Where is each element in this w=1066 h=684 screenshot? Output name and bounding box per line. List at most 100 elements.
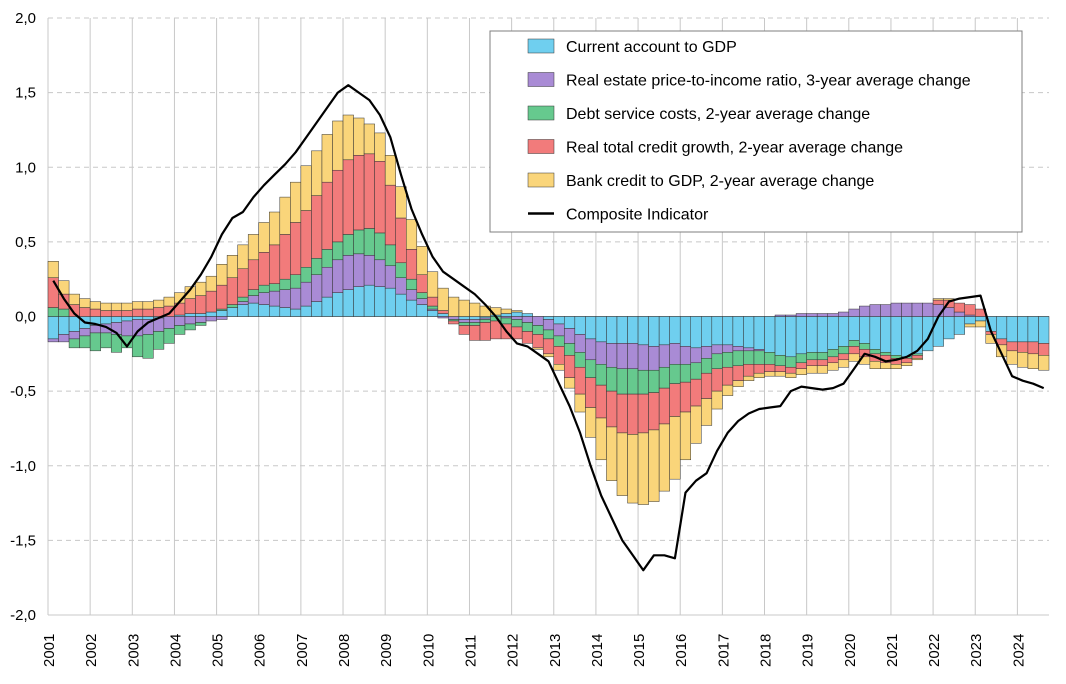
x-tick-label: 2019 (800, 634, 817, 667)
bar-segment-series-4 (142, 308, 154, 317)
bar-segment-series-3 (247, 289, 259, 296)
bar-segment-series-2 (311, 274, 323, 302)
bar-segment-series-4 (311, 195, 323, 259)
bar-segment-series-2 (585, 338, 597, 361)
bar-segment-series-5 (458, 299, 470, 317)
bar-segment-series-5 (595, 417, 607, 461)
bar-segment-series-4 (469, 325, 481, 341)
bar-segment-series-3 (416, 292, 428, 299)
bar-segment-series-2 (943, 307, 955, 317)
bar-segment-series-4 (532, 334, 544, 349)
bar-segment-series-1 (1038, 316, 1050, 344)
bar-segment-series-4 (258, 252, 270, 286)
legend: Current account to GDP Real estate price-… (489, 30, 1023, 233)
bar-segment-series-3 (711, 353, 723, 369)
bar-segment-series-2 (406, 289, 418, 301)
bar-segment-series-2 (669, 343, 681, 365)
bar-segment-series-1 (890, 316, 902, 356)
bar-segment-series-2 (816, 313, 828, 317)
bar-segment-series-3 (859, 343, 871, 350)
bar-segment-series-4 (964, 304, 976, 316)
bar-segment-series-4 (110, 310, 123, 317)
bar-segment-series-2 (437, 316, 449, 319)
bar-segment-series-1 (627, 316, 639, 344)
bar-segment-series-2 (416, 298, 428, 305)
bar-segment-series-1 (121, 316, 133, 322)
bar-segment-series-2 (58, 334, 70, 343)
bar-segment-series-1 (100, 316, 112, 325)
x-axis-tick-labels: 2001 2002 2003 2004 2005 2006 2007 2008 2009 2010… (41, 634, 1027, 667)
bar-segment-series-1 (184, 313, 196, 317)
bar-segment-series-5 (47, 261, 59, 278)
bar-segment-series-1 (47, 316, 59, 340)
bar-segment-series-2 (690, 347, 702, 364)
bar-segment-series-1 (68, 316, 80, 332)
bar-segment-series-3 (427, 305, 439, 310)
bar-segment-series-2 (342, 255, 354, 290)
bar-segment-series-4 (437, 310, 449, 314)
bar-segment-series-2 (637, 344, 649, 371)
bar-segment-series-5 (1006, 350, 1018, 365)
bar-segment-series-5 (153, 299, 165, 308)
bar-segment-series-3 (627, 368, 639, 395)
bar-segment-series-4 (564, 355, 576, 378)
bar-segment-series-4 (722, 366, 734, 386)
bar-segment-series-3 (353, 229, 365, 255)
bar-segment-series-1 (142, 316, 154, 320)
x-tick-label: 2010 (420, 634, 437, 667)
bar-segment-series-1 (353, 286, 365, 317)
bar-segment-series-5 (321, 134, 333, 183)
bar-segment-series-1 (785, 316, 797, 358)
bar-segment-series-5 (100, 302, 112, 311)
bar-segment-series-2 (374, 259, 386, 287)
bar-segment-series-3 (542, 329, 555, 340)
bar-segment-series-3 (458, 322, 470, 326)
bar-segment-series-3 (511, 319, 523, 328)
bar-segment-series-1 (585, 316, 597, 340)
bar-segment-series-2 (542, 319, 555, 331)
bar-segment-series-3 (500, 317, 512, 325)
bar-segment-series-4 (690, 378, 702, 407)
bar-segment-series-2 (774, 314, 786, 317)
bar-segment-series-3 (237, 296, 249, 302)
bar-segment-series-1 (690, 316, 702, 349)
bar-segment-series-4 (269, 244, 281, 284)
x-tick-label: 2014 (589, 634, 606, 667)
x-tick-label: 2002 (83, 634, 100, 667)
bar-segment-series-2 (838, 311, 850, 317)
bar-segment-series-1 (658, 316, 670, 346)
bar-segment-series-3 (690, 362, 702, 380)
bar-segment-series-4 (395, 217, 407, 264)
bar-segment-series-2 (269, 290, 281, 307)
bar-segment-series-1 (606, 316, 618, 344)
bar-segment-series-2 (890, 302, 902, 317)
bar-segment-series-3 (384, 244, 396, 267)
x-tick-label: 2020 (842, 634, 859, 667)
bar-segment-series-4 (648, 392, 660, 431)
bar-segment-series-4 (1038, 343, 1050, 356)
bar-segment-series-1 (964, 316, 976, 325)
bar-segment-series-5 (469, 302, 481, 317)
bar-segment-series-4 (332, 169, 344, 243)
bar-segment-series-3 (880, 352, 892, 356)
bar-segment-series-1 (321, 296, 333, 317)
y-tick-label: 2,0 (15, 10, 36, 27)
bar-segment-series-2 (880, 304, 892, 317)
x-tick-label: 2017 (715, 634, 732, 667)
bar-segment-series-5 (237, 244, 249, 269)
bar-segment-series-5 (679, 411, 691, 461)
bar-segment-series-2 (848, 308, 860, 317)
bar-segment-series-5 (300, 165, 312, 211)
legend-entry-label: Real total credit growth, 2-year average… (566, 140, 903, 157)
composite-indicator-line (52, 84, 1045, 572)
bar-segment-series-1 (195, 313, 207, 317)
bar-segment-series-4 (226, 277, 238, 305)
bar-segment-series-5 (606, 426, 618, 481)
bar-segment-series-5 (258, 222, 270, 253)
bar-segment-series-1 (406, 299, 418, 317)
bar-segment-series-1 (880, 316, 892, 353)
bar-segment-series-1 (311, 301, 323, 317)
bar-segment-series-5 (901, 362, 913, 367)
bar-segment-series-2 (174, 316, 186, 326)
bar-segment-series-2 (258, 292, 270, 305)
